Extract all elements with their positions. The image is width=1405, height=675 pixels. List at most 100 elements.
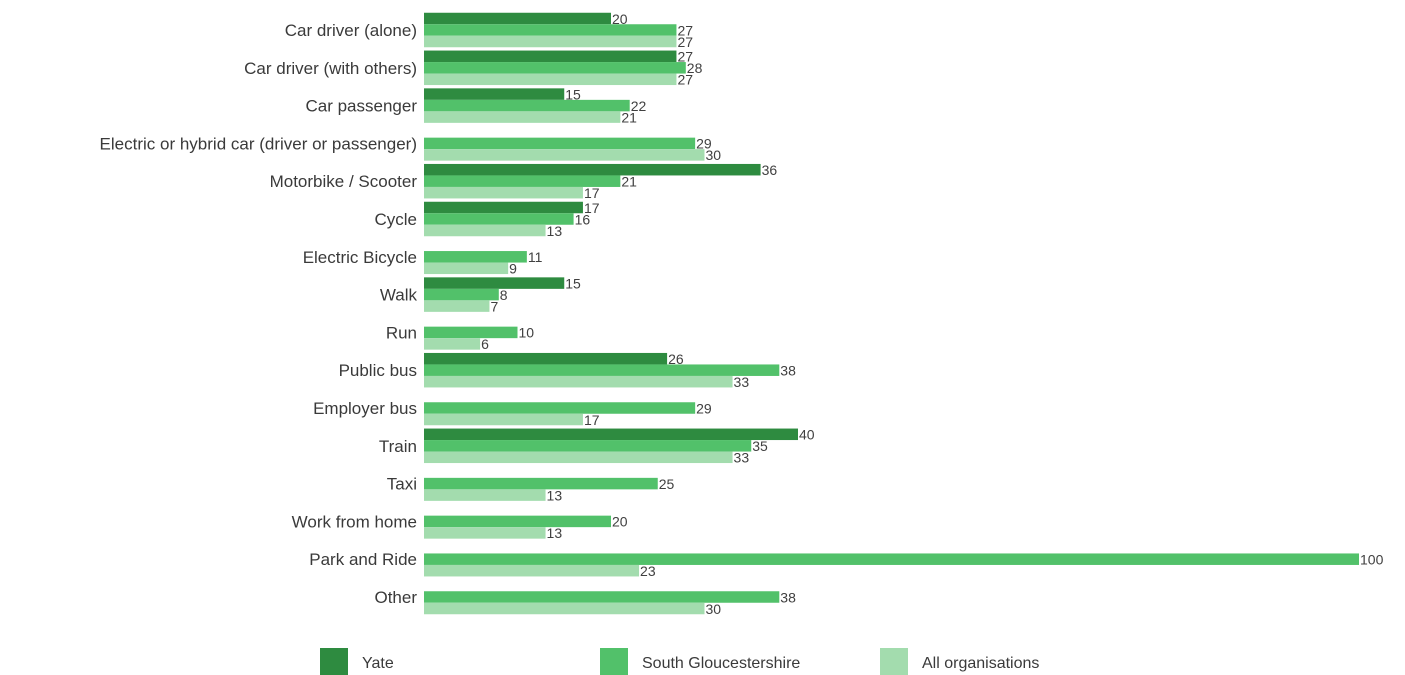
value-label-yate-car-driver-alone: 20 — [612, 11, 628, 27]
category-label-cycle: Cycle — [374, 210, 417, 229]
bar-yate-car-passenger — [424, 88, 565, 100]
value-label-south-gloucestershire-work-from-home: 20 — [612, 514, 628, 530]
bar-all-organisations-car-passenger — [424, 111, 621, 123]
category-label-car-passenger: Car passenger — [305, 97, 417, 116]
bar-all-organisations-work-from-home — [424, 527, 546, 539]
bar-all-organisations-car-driver-with-others — [424, 73, 677, 86]
value-label-south-gloucestershire-employer-bus: 29 — [696, 400, 712, 416]
bar-south-gloucestershire-cycle — [424, 213, 574, 225]
value-label-all-organisations-other: 30 — [706, 601, 722, 617]
value-label-all-organisations-car-driver-with-others: 27 — [677, 72, 693, 88]
category-label-public-bus: Public bus — [339, 361, 417, 380]
value-label-yate-train: 40 — [799, 427, 815, 443]
value-label-all-organisations-employer-bus: 17 — [584, 412, 600, 428]
legend-swatch-all-organisations — [880, 648, 908, 675]
bar-south-gloucestershire-car-driver-with-others — [424, 62, 686, 74]
value-label-south-gloucestershire-motorbike-scooter: 21 — [621, 173, 637, 189]
category-label-car-driver-with-others: Car driver (with others) — [244, 59, 417, 78]
bar-yate-cycle — [424, 201, 583, 214]
value-label-yate-walk: 15 — [565, 275, 581, 291]
bar-all-organisations-motorbike-scooter — [424, 186, 583, 199]
category-label-work-from-home: Work from home — [292, 512, 417, 531]
bar-south-gloucestershire-work-from-home — [424, 515, 611, 528]
bar-south-gloucestershire-train — [424, 440, 752, 452]
value-label-south-gloucestershire-train: 35 — [752, 438, 768, 454]
value-label-south-gloucestershire-car-driver-alone: 27 — [677, 22, 693, 38]
legend-label-south-gloucestershire: South Gloucestershire — [642, 655, 800, 672]
value-label-south-gloucestershire-car-driver-with-others: 28 — [687, 60, 703, 76]
bar-all-organisations-employer-bus — [424, 413, 583, 426]
value-label-south-gloucestershire-walk: 8 — [500, 287, 508, 303]
bar-south-gloucestershire-electric-bicycle — [424, 251, 527, 263]
value-label-all-organisations-car-driver-alone: 27 — [677, 34, 693, 50]
legend: Yate South Gloucestershire All organisatio… — [320, 648, 1039, 675]
value-label-all-organisations-run: 6 — [481, 336, 489, 352]
legend-swatch-south-gloucestershire — [600, 648, 628, 675]
value-label-yate-cycle: 17 — [584, 200, 600, 216]
category-label-car-driver-alone: Car driver (alone) — [285, 21, 417, 40]
value-label-all-organisations-cycle: 13 — [547, 223, 563, 239]
value-label-south-gloucestershire-electric-or-hybrid-car-driver-or-passenger: 29 — [696, 136, 712, 152]
value-label-south-gloucestershire-taxi: 25 — [659, 476, 675, 492]
category-label-walk: Walk — [380, 286, 418, 305]
legend-label-yate: Yate — [362, 655, 394, 672]
bar-all-organisations-car-driver-alone — [424, 35, 677, 48]
value-label-all-organisations-car-passenger: 21 — [621, 109, 637, 125]
value-label-south-gloucestershire-park-and-ride: 100 — [1360, 551, 1384, 567]
value-label-all-organisations-electric-bicycle: 9 — [509, 261, 517, 277]
value-label-all-organisations-electric-or-hybrid-car-driver-or-passenger: 30 — [706, 147, 722, 163]
value-label-yate-car-driver-with-others: 27 — [677, 49, 693, 65]
category-label-employer-bus: Employer bus — [313, 399, 417, 418]
value-label-all-organisations-walk: 7 — [490, 298, 498, 314]
category-label-taxi: Taxi — [387, 475, 417, 494]
bar-yate-car-driver-alone — [424, 12, 611, 25]
bar-all-organisations-cycle — [424, 224, 546, 237]
legend-label-all-organisations: All organisations — [922, 655, 1039, 672]
bar-south-gloucestershire-park-and-ride — [424, 553, 1359, 565]
bar-yate-public-bus — [424, 352, 668, 365]
bar-south-gloucestershire-other — [424, 591, 780, 603]
bar-all-organisations-train — [424, 451, 733, 464]
bar-south-gloucestershire-run — [424, 326, 518, 339]
bar-south-gloucestershire-taxi — [424, 477, 658, 490]
bar-south-gloucestershire-car-driver-alone — [424, 24, 677, 36]
category-label-electric-bicycle: Electric Bicycle — [303, 248, 417, 267]
value-label-yate-motorbike-scooter: 36 — [762, 162, 778, 178]
bar-all-organisations-walk — [424, 300, 490, 312]
bar-south-gloucestershire-public-bus — [424, 364, 780, 376]
bar-yate-train — [424, 428, 798, 441]
value-label-south-gloucestershire-cycle: 16 — [575, 211, 591, 227]
bar-yate-walk — [424, 277, 565, 289]
category-label-electric-or-hybrid-car-driver-or-passenger: Electric or hybrid car (driver or passen… — [100, 134, 417, 153]
legend-swatch-yate — [320, 648, 348, 675]
bar-south-gloucestershire-electric-or-hybrid-car-driver-or-passenger — [424, 137, 696, 150]
category-label-park-and-ride: Park and Ride — [309, 550, 417, 569]
value-label-all-organisations-taxi: 13 — [547, 487, 563, 503]
value-label-yate-car-passenger: 15 — [565, 86, 581, 102]
value-label-all-organisations-train: 33 — [734, 450, 750, 466]
bar-south-gloucestershire-motorbike-scooter — [424, 175, 621, 187]
category-label-train: Train — [379, 437, 417, 456]
bar-all-organisations-taxi — [424, 489, 546, 501]
bar-all-organisations-run — [424, 338, 481, 350]
value-label-south-gloucestershire-car-passenger: 22 — [631, 98, 647, 114]
value-label-south-gloucestershire-other: 38 — [780, 589, 796, 605]
value-label-south-gloucestershire-run: 10 — [519, 325, 535, 341]
bar-all-organisations-electric-or-hybrid-car-driver-or-passenger — [424, 149, 705, 161]
category-label-motorbike-scooter: Motorbike / Scooter — [270, 172, 418, 191]
value-label-all-organisations-motorbike-scooter: 17 — [584, 185, 600, 201]
bar-all-organisations-other — [424, 602, 705, 615]
bar-all-organisations-electric-bicycle — [424, 262, 509, 275]
bar-south-gloucestershire-walk — [424, 288, 499, 301]
value-label-all-organisations-public-bus: 33 — [734, 374, 750, 390]
bar-all-organisations-park-and-ride — [424, 564, 640, 577]
value-label-south-gloucestershire-electric-bicycle: 11 — [528, 249, 543, 265]
value-label-all-organisations-park-and-ride: 23 — [640, 563, 656, 579]
bar-yate-motorbike-scooter — [424, 163, 761, 176]
value-label-yate-public-bus: 26 — [668, 351, 684, 367]
value-label-south-gloucestershire-public-bus: 38 — [780, 362, 796, 378]
category-label-other: Other — [374, 588, 417, 607]
bar-south-gloucestershire-car-passenger — [424, 99, 630, 112]
